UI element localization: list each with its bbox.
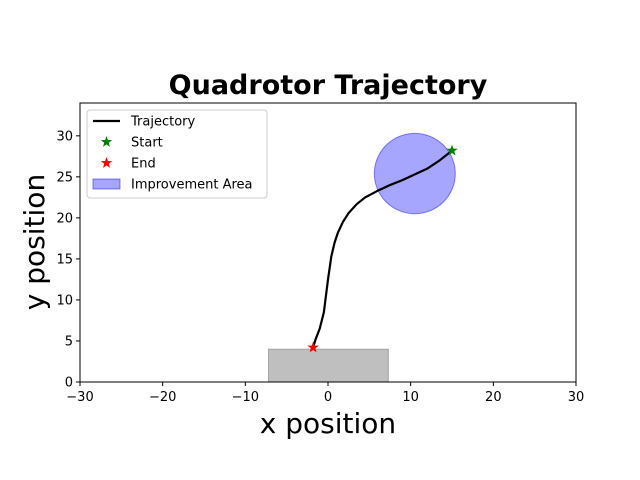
x-tick-label: −30 [66,390,93,405]
y-tick-label: 0 [65,376,73,391]
legend-label: Trajectory [130,115,195,130]
chart-title: Quadrotor Trajectory [169,70,488,101]
legend-label: Start [131,136,163,151]
y-tick-label: 10 [56,293,73,308]
x-tick-label: −20 [149,390,176,405]
legend-start-swatch [100,136,113,147]
x-tick-label: 30 [568,390,585,405]
start-marker [446,144,458,156]
legend-improvement-swatch [92,178,121,190]
legend-end-swatch [100,157,113,168]
x-axis-label: x position [260,407,396,440]
x-tick-label: 0 [324,390,332,405]
y-axis-label: y position [18,174,51,310]
x-tick-label: −10 [232,390,259,405]
x-tick-label: 20 [485,390,502,405]
y-tick-label: 30 [56,129,73,144]
legend-label: Improvement Area [131,178,253,193]
end-marker [307,341,319,353]
y-tick-label: 25 [56,170,73,185]
legend-label: End [131,157,156,172]
y-axis: 0 5 10 15 20 25 30 [56,129,80,391]
y-tick-label: 15 [56,252,73,267]
x-tick-label: 10 [402,390,419,405]
legend: Trajectory Start End Improvement Area [86,109,268,199]
x-axis: −30 −20 −10 0 10 20 30 [66,382,584,405]
trajectory-line [312,149,453,348]
obstacle-rect [267,348,389,383]
legend-box [86,109,268,199]
y-tick-label: 5 [65,334,73,349]
y-tick-label: 20 [56,211,73,226]
